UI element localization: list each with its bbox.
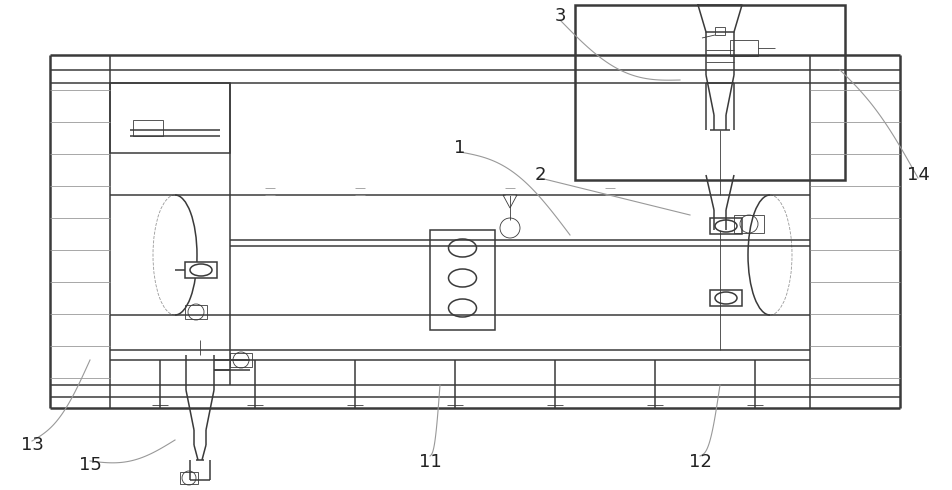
Bar	[709, 290, 742, 306]
Text: 2: 2	[534, 166, 545, 184]
Ellipse shape	[189, 264, 211, 276]
Text: 14: 14	[905, 166, 928, 184]
Bar	[133, 120, 163, 136]
Bar	[709, 218, 742, 234]
Bar	[574, 5, 844, 180]
Bar	[185, 262, 217, 278]
Bar	[714, 27, 724, 35]
Bar	[180, 472, 198, 484]
Bar	[185, 305, 207, 319]
Ellipse shape	[714, 292, 736, 304]
Text: 1: 1	[454, 139, 466, 157]
Ellipse shape	[714, 220, 736, 232]
Bar	[229, 353, 251, 367]
Bar	[429, 230, 494, 330]
Ellipse shape	[448, 269, 476, 287]
Text: 11: 11	[418, 453, 441, 471]
Bar	[729, 40, 757, 56]
Bar	[109, 83, 229, 153]
Text: 15: 15	[78, 456, 101, 474]
Ellipse shape	[448, 299, 476, 317]
Ellipse shape	[448, 239, 476, 257]
Bar	[733, 215, 764, 233]
Text: 13: 13	[21, 436, 44, 454]
Polygon shape	[503, 195, 516, 208]
Text: 3: 3	[554, 7, 565, 25]
Text: 12: 12	[688, 453, 711, 471]
